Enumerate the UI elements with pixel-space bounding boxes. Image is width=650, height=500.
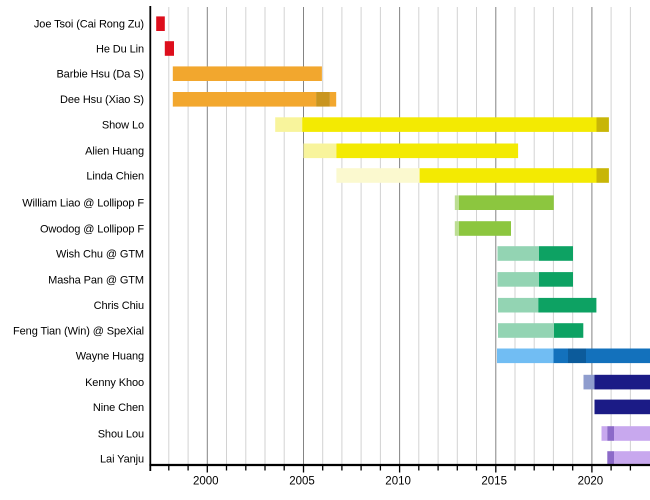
svg-text:Wish Chu @ GTM: Wish Chu @ GTM	[56, 248, 144, 260]
svg-text:William Liao @ Lollipop F: William Liao @ Lollipop F	[22, 198, 144, 210]
svg-text:Lai Yanju: Lai Yanju	[100, 453, 144, 465]
svg-text:2015: 2015	[481, 475, 507, 487]
svg-text:Barbie Hsu (Da S): Barbie Hsu (Da S)	[56, 69, 144, 81]
svg-text:Owodog @ Lollipop F: Owodog @ Lollipop F	[40, 223, 144, 235]
svg-text:2020: 2020	[578, 475, 604, 487]
svg-text:Show Lo: Show Lo	[102, 120, 144, 132]
svg-text:Wayne Huang: Wayne Huang	[76, 351, 144, 363]
svg-text:Masha Pan @ GTM: Masha Pan @ GTM	[48, 274, 144, 286]
svg-text:Dee Hsu (Xiao S): Dee Hsu (Xiao S)	[60, 94, 144, 106]
svg-text:Kenny Khoo: Kenny Khoo	[85, 377, 144, 389]
svg-text:Alien Huang: Alien Huang	[85, 146, 144, 158]
svg-text:Linda Chien: Linda Chien	[86, 170, 144, 182]
svg-text:2005: 2005	[289, 475, 315, 487]
svg-text:Nine Chen: Nine Chen	[93, 402, 144, 414]
svg-text:Shou Lou: Shou Lou	[98, 428, 144, 440]
svg-text:Feng Tian (Win) @ SpeXial: Feng Tian (Win) @ SpeXial	[13, 325, 144, 337]
svg-text:Joe Tsoi (Cai Rong Zu): Joe Tsoi (Cai Rong Zu)	[34, 19, 144, 31]
svg-text:2010: 2010	[385, 475, 411, 487]
svg-text:He Du Lin: He Du Lin	[96, 43, 144, 55]
svg-text:2000: 2000	[193, 475, 219, 487]
svg-text:Chris Chiu: Chris Chiu	[94, 300, 144, 312]
